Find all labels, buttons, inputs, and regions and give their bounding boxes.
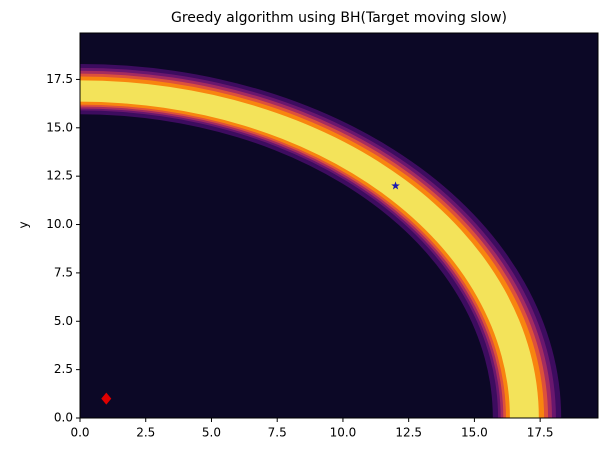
x-tick-label: 10.0 [330, 426, 357, 440]
plot-frame [79, 32, 599, 419]
x-tick-label: 0.0 [70, 426, 89, 440]
y-axis-label: y [17, 221, 31, 228]
chart-title: Greedy algorithm using BH(Target moving … [171, 10, 507, 26]
marker [391, 181, 400, 190]
y-tick-label: 5.0 [54, 314, 73, 328]
marker [101, 392, 112, 405]
x-tick-label: 5.0 [202, 426, 221, 440]
y-tick-label: 0.0 [54, 411, 73, 425]
x-tick-label: 12.5 [395, 426, 422, 440]
x-tick-label: 17.5 [527, 426, 554, 440]
y-tick-label: 12.5 [46, 169, 73, 183]
y-tick-label: 17.5 [46, 72, 73, 86]
plot-area [80, 64, 562, 418]
y-tick-label: 15.0 [46, 120, 73, 134]
y-tick-label: 10.0 [46, 217, 73, 231]
x-tick-label: 15.0 [461, 426, 488, 440]
x-tick-label: 7.5 [268, 426, 287, 440]
y-tick-label: 2.5 [54, 362, 73, 376]
contour-band [80, 80, 539, 418]
y-tick-label: 7.5 [54, 265, 73, 279]
x-tick-label: 2.5 [136, 426, 155, 440]
